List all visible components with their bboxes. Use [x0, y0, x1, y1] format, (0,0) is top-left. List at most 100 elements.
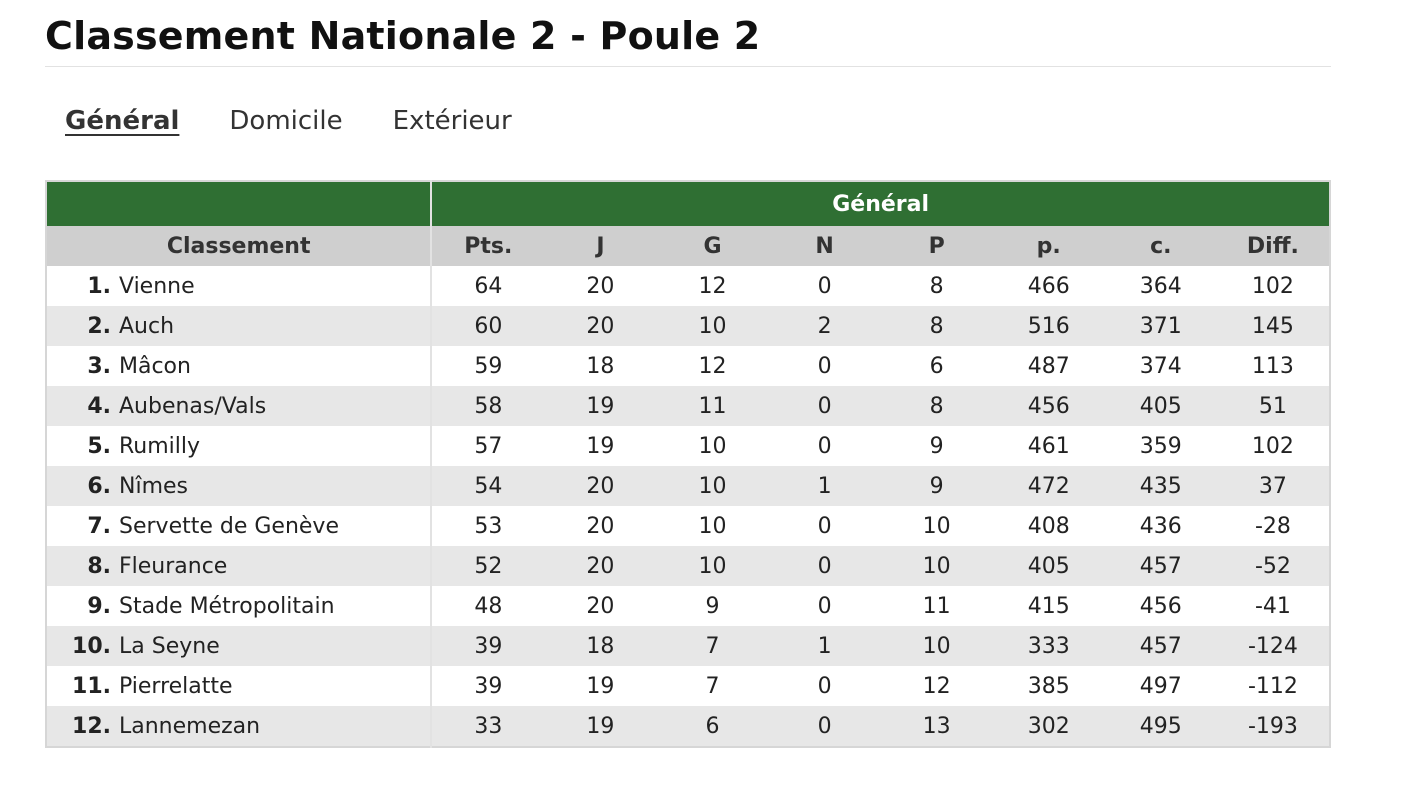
group-header-general: Général: [431, 181, 1330, 226]
rank-number: 3.: [87, 353, 111, 379]
table-row: 3. Mâcon 59 18 12 0 6 487 374 113: [46, 346, 1330, 386]
stat-n-cell: 0: [817, 513, 832, 539]
stat-diff-cell: 102: [1251, 433, 1294, 459]
group-header-blank: [46, 181, 433, 226]
team-name: Fleurance: [119, 553, 228, 579]
stat-n-cell: 0: [817, 673, 832, 699]
stat-points-against-cell: 405: [1139, 393, 1182, 419]
stat-diff-cell: -41: [1254, 593, 1291, 619]
stat-j-cell: 20: [586, 313, 615, 339]
stat-points-for-cell: 487: [1027, 353, 1070, 379]
stat-points-for-cell: 516: [1027, 313, 1070, 339]
rank-number: 1.: [87, 273, 111, 299]
classement-cell: 2. Auch: [46, 306, 433, 346]
stat-diff-cell: -52: [1254, 553, 1291, 579]
stat-diff-cell: 51: [1258, 393, 1287, 419]
stat-g-cell: 9: [705, 593, 720, 619]
stat-g-cell: 10: [698, 473, 727, 499]
stat-diff-cell: -28: [1254, 513, 1291, 539]
team-name: Rumilly: [119, 433, 201, 459]
table-row: 6. Nîmes 54 20 10 1 9 472 435 37: [46, 466, 1330, 506]
rank-number: 12.: [72, 713, 111, 739]
stat-points-for-cell: 456: [1027, 393, 1070, 419]
tab-general[interactable]: Général: [65, 106, 180, 136]
column-header-points-against: c.: [1104, 226, 1217, 266]
rank-number: 8.: [87, 553, 111, 579]
rank-number: 10.: [72, 633, 111, 659]
stat-diff-cell: 145: [1251, 313, 1294, 339]
rank-number: 6.: [87, 473, 111, 499]
column-header-j: J: [544, 226, 657, 266]
stat-p-cell: 8: [929, 393, 944, 419]
classement-cell: 4. Aubenas/Vals: [46, 386, 433, 426]
team-name: La Seyne: [119, 633, 220, 659]
table-row: 7. Servette de Genève 53 20 10 0 10 408 436 -28: [46, 506, 1330, 546]
stat-diff-cell: -112: [1247, 673, 1298, 699]
title-divider: [45, 66, 1331, 67]
rank-number: 9.: [87, 593, 111, 619]
stat-pts-cell: 53: [474, 513, 503, 539]
stat-pts-cell: 57: [474, 433, 503, 459]
stat-points-for-cell: 302: [1027, 713, 1070, 739]
tab-exterieur[interactable]: Extérieur: [392, 106, 512, 136]
team-name: Mâcon: [119, 353, 191, 379]
stat-g-cell: 12: [698, 273, 727, 299]
classement-cell: 11. Pierrelatte: [46, 666, 433, 706]
column-header-row: Classement Pts. J G N P p. c. Diff.: [46, 226, 1330, 266]
stat-g-cell: 10: [698, 553, 727, 579]
rank-number: 4.: [87, 393, 111, 419]
stat-j-cell: 19: [586, 393, 615, 419]
stat-g-cell: 10: [698, 513, 727, 539]
stat-n-cell: 1: [817, 633, 832, 659]
stat-points-against-cell: 374: [1139, 353, 1182, 379]
stat-points-against-cell: 435: [1139, 473, 1182, 499]
stat-n-cell: 0: [817, 393, 832, 419]
stat-j-cell: 18: [586, 633, 615, 659]
stat-j-cell: 20: [586, 553, 615, 579]
stat-points-against-cell: 456: [1139, 593, 1182, 619]
stat-points-against-cell: 457: [1139, 633, 1182, 659]
stat-points-for-cell: 408: [1027, 513, 1070, 539]
stat-diff-cell: 37: [1258, 473, 1287, 499]
stat-p-cell: 8: [929, 313, 944, 339]
stat-points-for-cell: 333: [1027, 633, 1070, 659]
stat-points-for-cell: 466: [1027, 273, 1070, 299]
stat-n-cell: 0: [817, 713, 832, 739]
table-row: 8. Fleurance 52 20 10 0 10 405 457 -52: [46, 546, 1330, 586]
standings-tabs: Général Domicile Extérieur: [65, 106, 512, 136]
stat-j-cell: 19: [586, 433, 615, 459]
team-name: Pierrelatte: [119, 673, 233, 699]
standings-body: 1. Vienne 64 20 12 0 8 466 364 102 2. Auch 60 20 10 2 8 5…: [46, 266, 1330, 747]
stat-points-against-cell: 497: [1139, 673, 1182, 699]
column-header-points-for: p.: [992, 226, 1105, 266]
stat-diff-cell: 113: [1251, 353, 1294, 379]
stat-p-cell: 9: [929, 433, 944, 459]
stat-points-for-cell: 472: [1027, 473, 1070, 499]
table-row: 4. Aubenas/Vals 58 19 11 0 8 456 405 51: [46, 386, 1330, 426]
team-name: Stade Métropolitain: [119, 593, 335, 619]
stat-n-cell: 0: [817, 433, 832, 459]
stat-g-cell: 7: [705, 673, 720, 699]
stat-points-against-cell: 359: [1139, 433, 1182, 459]
table-row: 10. La Seyne 39 18 7 1 10 333 457 -124: [46, 626, 1330, 666]
column-header-diff: Diff.: [1216, 226, 1330, 266]
stat-g-cell: 6: [705, 713, 720, 739]
team-name: Servette de Genève: [119, 513, 339, 539]
stat-j-cell: 19: [586, 673, 615, 699]
rank-number: 7.: [87, 513, 111, 539]
team-name: Auch: [119, 313, 175, 339]
stat-n-cell: 0: [817, 593, 832, 619]
stat-j-cell: 20: [586, 513, 615, 539]
stat-j-cell: 20: [586, 593, 615, 619]
rank-number: 11.: [72, 673, 111, 699]
stat-points-for-cell: 385: [1027, 673, 1070, 699]
stat-p-cell: 13: [922, 713, 951, 739]
stat-p-cell: 10: [922, 553, 951, 579]
page-title: Classement Nationale 2 - Poule 2: [45, 14, 761, 58]
team-name: Nîmes: [119, 473, 188, 499]
stat-p-cell: 10: [922, 513, 951, 539]
tab-domicile[interactable]: Domicile: [229, 106, 343, 136]
classement-cell: 5. Rumilly: [46, 426, 433, 466]
stat-diff-cell: -193: [1247, 713, 1298, 739]
stat-p-cell: 12: [922, 673, 951, 699]
